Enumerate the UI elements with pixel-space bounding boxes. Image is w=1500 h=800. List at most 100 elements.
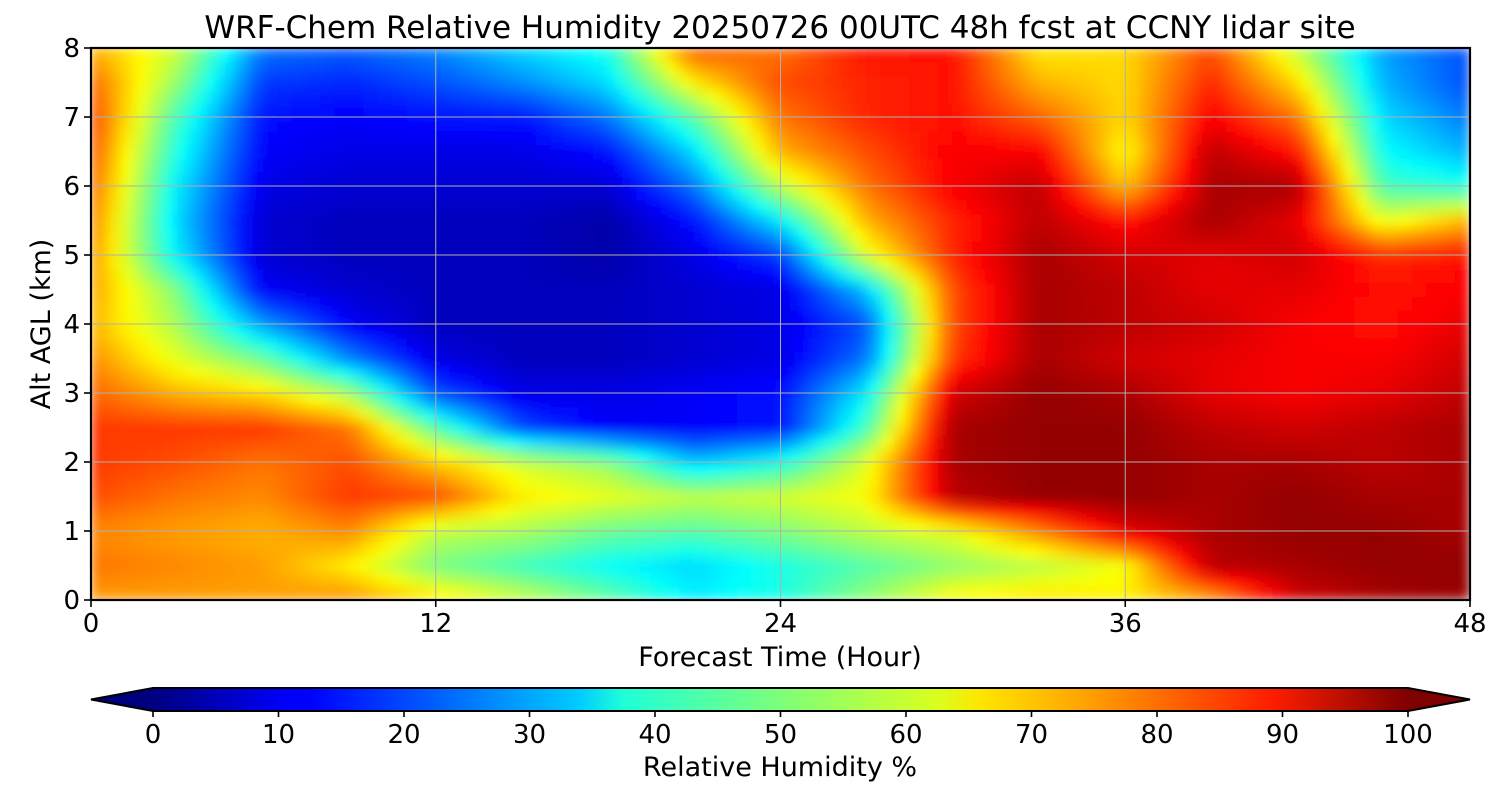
rh-cell: [1009, 240, 1026, 256]
rh-cell: [1455, 61, 1470, 77]
rh-cell: [119, 571, 135, 587]
rh-cell: [392, 295, 408, 311]
rh-cell: [492, 185, 509, 201]
rh-cell: [1038, 254, 1055, 270]
rh-cell: [1182, 406, 1198, 422]
rh-cell: [1182, 240, 1198, 256]
rh-cell: [1110, 433, 1126, 449]
rh-cell: [1311, 461, 1327, 477]
rh-cell: [722, 351, 738, 366]
rh-cell: [234, 489, 250, 504]
rh-cell: [679, 295, 695, 311]
rh-cell: [664, 364, 681, 380]
rh-cell: [162, 571, 178, 587]
rh-cell: [147, 282, 164, 297]
rh-cell: [1225, 102, 1241, 118]
rh-cell: [1239, 226, 1256, 242]
rh-cell: [693, 61, 710, 77]
rh-cell: [1325, 351, 1342, 366]
rh-cell: [305, 130, 322, 146]
rh-cell: [1253, 240, 1270, 256]
rh-cell: [1095, 48, 1112, 63]
rh-cell: [506, 558, 523, 573]
rh-cell: [1225, 213, 1241, 228]
rh-cell: [506, 226, 523, 242]
rh-cell: [1167, 61, 1184, 77]
rh-cell: [1167, 75, 1184, 90]
rh-cell: [291, 199, 308, 215]
rh-cell: [751, 226, 767, 242]
rh-cell: [320, 295, 336, 311]
rh-cell: [305, 337, 322, 353]
rh-cell: [1340, 502, 1356, 518]
rh-cell: [262, 489, 279, 504]
rh-cell: [607, 420, 624, 435]
rh-cell: [305, 88, 322, 104]
rh-cell: [320, 240, 336, 256]
rh-cell: [621, 351, 638, 366]
rh-cell: [277, 337, 293, 353]
rh-cell: [377, 406, 394, 422]
rh-cell: [751, 88, 767, 104]
rh-cell: [1009, 544, 1026, 560]
rh-cell: [1225, 144, 1241, 159]
rh-cell: [1196, 171, 1213, 187]
rh-cell: [664, 378, 681, 394]
rh-cell: [909, 516, 925, 532]
rh-cell: [736, 571, 753, 587]
rh-cell: [91, 502, 106, 518]
rh-cell: [1397, 337, 1414, 353]
rh-cell: [937, 447, 954, 463]
rh-cell: [147, 75, 164, 90]
rh-cell: [492, 268, 509, 284]
rh-cell: [1397, 282, 1414, 297]
rh-cell: [1282, 171, 1299, 187]
rh-cell: [377, 585, 394, 600]
rh-cell: [133, 102, 150, 118]
rh-cell: [607, 502, 624, 518]
rh-cell: [133, 171, 150, 187]
rh-cell: [765, 88, 782, 104]
rh-cell: [392, 544, 408, 560]
rh-cell: [693, 378, 710, 394]
rh-cell: [320, 461, 336, 477]
rh-cell: [133, 571, 150, 587]
rh-cell: [1397, 268, 1414, 284]
rh-cell: [1268, 502, 1284, 518]
rh-cell: [492, 558, 509, 573]
rh-cell: [1167, 447, 1184, 463]
grid-lines: [91, 48, 1470, 600]
rh-cell: [866, 461, 882, 477]
rh-cell: [837, 420, 853, 435]
rh-cell: [1297, 254, 1313, 270]
rh-cell: [392, 116, 408, 132]
rh-cell: [348, 461, 365, 477]
rh-cell: [334, 240, 351, 256]
rh-cell: [808, 585, 825, 600]
rh-cell: [277, 420, 293, 435]
rh-cell: [593, 295, 609, 311]
rh-cell: [291, 475, 308, 491]
rh-cell: [363, 226, 379, 242]
rh-cell: [133, 461, 150, 477]
rh-cell: [1067, 254, 1083, 270]
rh-cell: [1067, 185, 1083, 201]
rh-cell: [1455, 185, 1470, 201]
rh-cell: [952, 364, 968, 380]
rh-cell: [636, 530, 652, 546]
rh-cell: [952, 530, 968, 546]
rh-cell: [636, 61, 652, 77]
rh-cell: [1397, 116, 1414, 132]
rh-cell: [1455, 130, 1470, 146]
rh-cell: [722, 502, 738, 518]
rh-cell: [1397, 102, 1414, 118]
rh-cell: [693, 475, 710, 491]
rh-cell: [966, 102, 983, 118]
rh-cell: [981, 282, 997, 297]
rh-cell: [521, 295, 537, 311]
rh-cell: [1052, 240, 1069, 256]
rh-cell: [1095, 364, 1112, 380]
rh-cell: [91, 392, 106, 408]
colorbar-tick-label: 60: [889, 720, 922, 750]
rh-cell: [1081, 585, 1098, 600]
